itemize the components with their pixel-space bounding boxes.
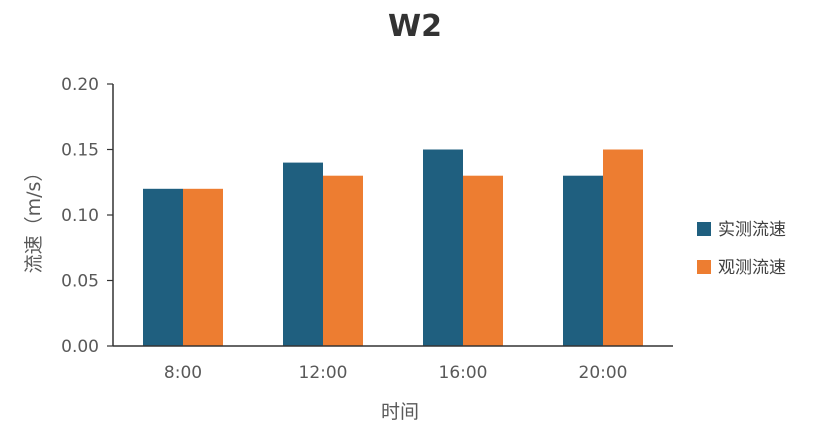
bars-group xyxy=(143,149,643,346)
x-tick-label: 16:00 xyxy=(439,363,488,383)
bar-2-1600 xyxy=(463,175,503,346)
x-axis-ticks: 8:00 12:00 16:00 20:00 xyxy=(164,363,628,383)
bar-2-2000 xyxy=(603,149,643,346)
bar-1-2000 xyxy=(563,175,603,346)
x-axis-label: 时间 xyxy=(381,401,419,423)
x-tick-label: 12:00 xyxy=(299,363,348,383)
y-tick-label: 0.10 xyxy=(61,206,99,226)
y-axis-label: 流速（m/s） xyxy=(23,163,45,274)
y-tick-label: 0.20 xyxy=(61,75,99,95)
bar-2-1200 xyxy=(323,175,363,346)
bar-1-1200 xyxy=(283,162,323,346)
x-tick-label: 8:00 xyxy=(164,363,202,383)
y-tick-label: 0.15 xyxy=(61,141,99,161)
legend-swatch xyxy=(697,222,711,236)
y-axis-ticks: 0.00 0.05 0.10 0.15 0.20 xyxy=(61,75,113,357)
legend-label: 观测流速 xyxy=(718,258,786,278)
x-tick-label: 20:00 xyxy=(579,363,628,383)
bar-2-800 xyxy=(183,188,223,346)
bar-1-1600 xyxy=(423,149,463,346)
legend-label: 实测流速 xyxy=(718,220,786,240)
y-tick-label: 0.00 xyxy=(61,337,99,357)
chart-title: W2 xyxy=(388,9,442,44)
legend-swatch xyxy=(697,260,711,274)
y-tick-label: 0.05 xyxy=(61,272,99,292)
bar-1-800 xyxy=(143,188,183,346)
